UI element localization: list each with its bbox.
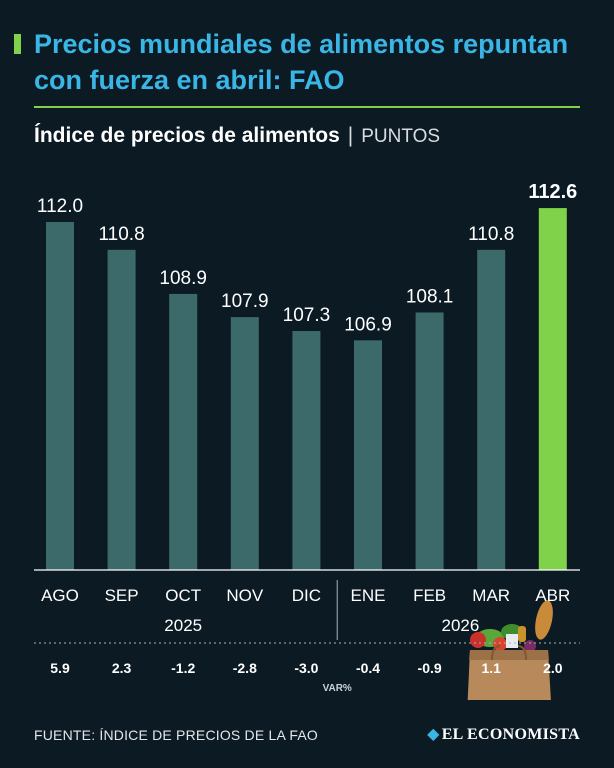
title-accent-bar [14,34,21,54]
year-label: 2025 [164,616,202,635]
grocery-bag-icon [467,600,553,700]
unit-label: PUNTOS [361,126,441,147]
x-tick-label: AGO [41,586,79,605]
var-value: 2.0 [543,660,563,676]
x-tick-label: OCT [165,586,201,605]
x-tick-label: ABR [535,586,570,605]
bar-ene [354,340,382,570]
x-tick-label: FEB [413,586,446,605]
bar-ago [46,222,74,570]
var-value: -2.8 [233,660,257,676]
var-value: -0.4 [356,660,380,676]
brand-logo: ◆ EL ECONOMISTA [427,724,580,744]
chart-title: Precios mundiales de alimentos repuntan … [34,29,569,95]
x-tick-label: SEP [105,586,139,605]
source-note: FUENTE: ÍNDICE DE PRECIOS DE LA FAO [34,727,318,743]
var-value: 5.9 [50,660,70,676]
bar-value-label: 108.1 [406,286,454,307]
bar-feb [415,312,444,570]
bar-dic [292,331,321,570]
bar-value-label: 112.0 [37,196,83,217]
var-label: VAR% [323,683,352,694]
bar-value-label: 107.3 [283,305,331,326]
x-tick-label: ENE [351,586,386,605]
var-value: 1.1 [481,660,501,676]
bar-value-label: 108.9 [159,268,207,289]
brand-name: EL ECONOMISTA [441,726,580,743]
bar-value-label: 110.8 [99,224,145,245]
bar-oct [169,293,198,570]
x-tick-label: DIC [292,586,321,605]
x-tick-label: MAR [472,586,510,605]
var-value: -3.0 [294,660,318,676]
bar-mar [477,249,506,570]
title-divider [34,106,580,108]
bar-value-label: 106.9 [344,314,392,335]
var-value: -1.2 [171,660,195,676]
bar-chart: 112.0 AGO 5.9 110.8 SEP 2.3 108.9 OCT -1.2 107.9 N… [34,181,580,700]
bar-sep [107,249,136,570]
x-tick-label: NOV [226,586,264,605]
var-value: 2.3 [112,660,132,676]
bar-value-label: 107.9 [221,291,269,312]
subtitle-text: Índice de precios de alimentos [34,124,340,147]
bar-nov [230,317,259,570]
chart-subtitle: Índice de precios de alimentos | PUNTOS [34,124,440,148]
bar-abr [538,208,567,570]
bar-value-label: 110.8 [468,224,514,245]
year-label: 2026 [441,616,479,635]
bar-value-label: 112.6 [528,181,577,203]
var-value: -0.9 [418,660,442,676]
brand-mark-icon: ◆ [427,726,440,743]
bars-layer [46,208,567,570]
labels-layer: 112.0 AGO 5.9 110.8 SEP 2.3 108.9 OCT -1.2 107.9 N… [34,181,580,694]
subtitle-separator: | [347,124,354,147]
